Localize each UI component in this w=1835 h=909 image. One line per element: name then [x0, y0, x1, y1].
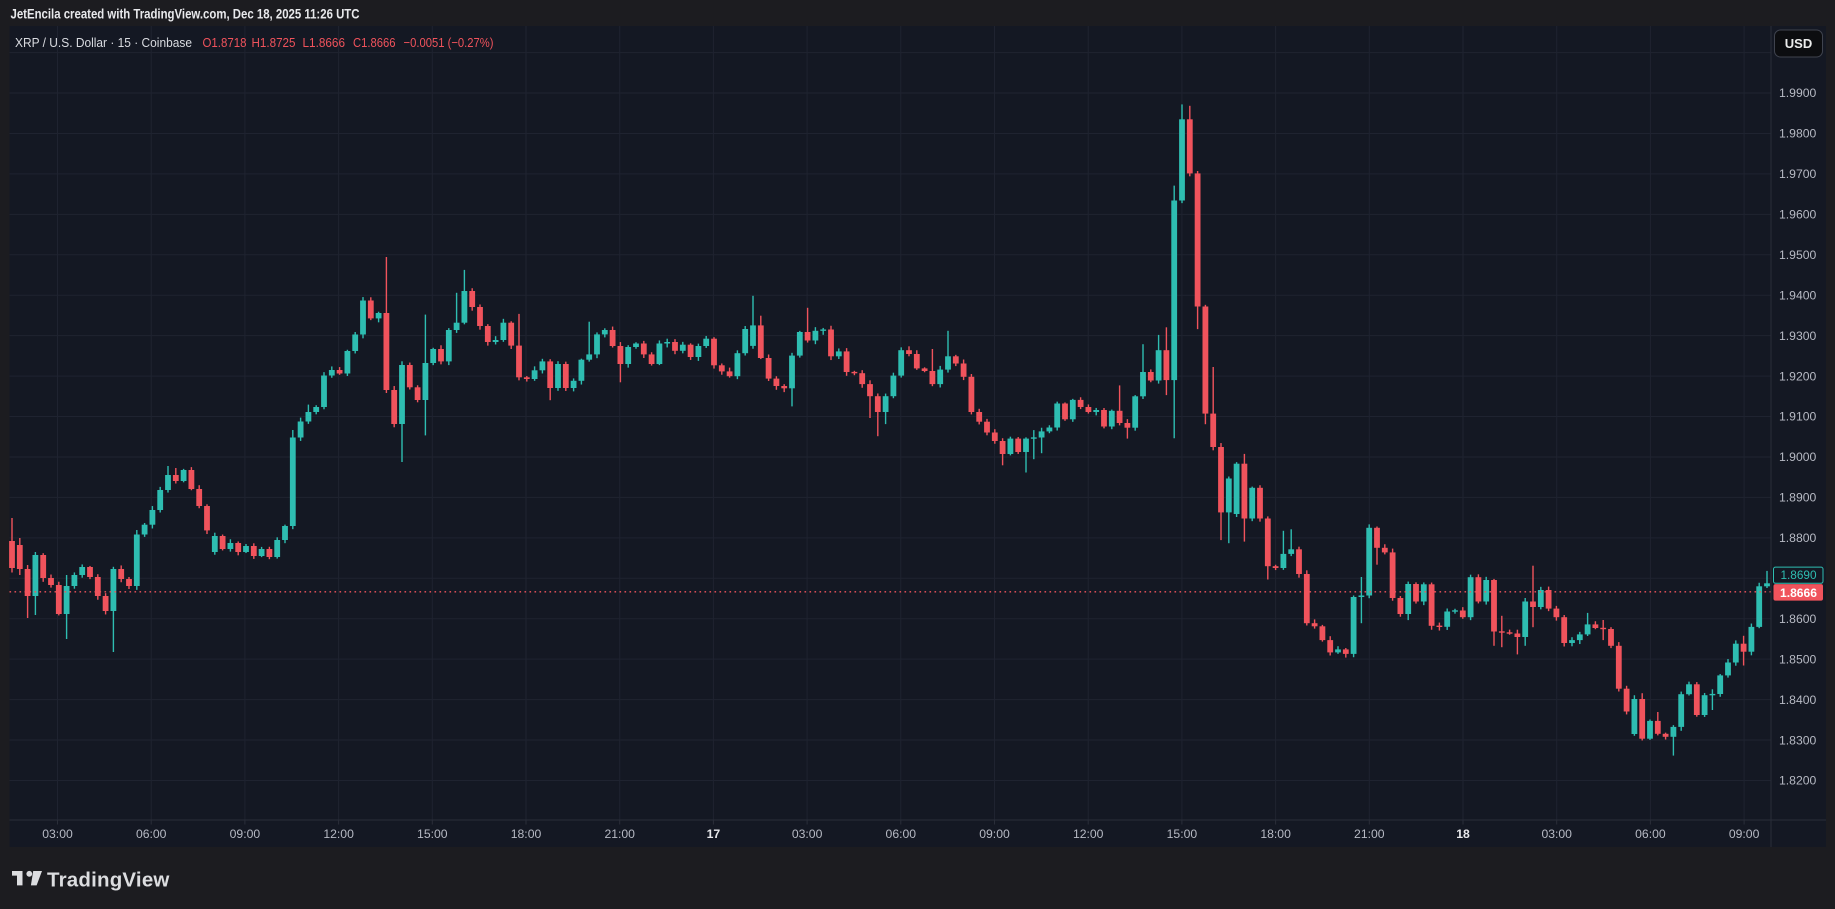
- svg-text:1.9100: 1.9100: [1779, 410, 1816, 424]
- svg-text:1.9400: 1.9400: [1779, 288, 1816, 302]
- svg-text:09:00: 09:00: [979, 827, 1010, 841]
- svg-text:1.9200: 1.9200: [1779, 369, 1816, 383]
- svg-text:06:00: 06:00: [136, 827, 167, 841]
- svg-text:1.8300: 1.8300: [1779, 733, 1816, 747]
- svg-text:1.8666: 1.8666: [1780, 586, 1817, 600]
- svg-text:1.9000: 1.9000: [1779, 450, 1816, 464]
- svg-text:1.9800: 1.9800: [1779, 127, 1816, 141]
- svg-text:12:00: 12:00: [1073, 827, 1104, 841]
- svg-text:09:00: 09:00: [230, 827, 261, 841]
- svg-text:21:00: 21:00: [1354, 827, 1385, 841]
- svg-text:1.9300: 1.9300: [1779, 329, 1816, 343]
- svg-text:18:00: 18:00: [511, 827, 542, 841]
- svg-text:15:00: 15:00: [1167, 827, 1198, 841]
- svg-text:15:00: 15:00: [417, 827, 448, 841]
- svg-text:1.9500: 1.9500: [1779, 248, 1816, 262]
- svg-text:09:00: 09:00: [1729, 827, 1760, 841]
- svg-text:XRP / U.S. Dollar · 15 · Coinb: XRP / U.S. Dollar · 15 · Coinbase O1.8718…: [15, 35, 494, 50]
- svg-text:1.8500: 1.8500: [1779, 652, 1816, 666]
- svg-text:18: 18: [1456, 827, 1470, 841]
- svg-text:03:00: 03:00: [1541, 827, 1572, 841]
- svg-text:JetEncila created with Trading: JetEncila created with TradingView.com, …: [11, 7, 360, 22]
- svg-text:TradingView: TradingView: [47, 868, 170, 891]
- svg-text:1.9600: 1.9600: [1779, 208, 1816, 222]
- svg-text:1.8900: 1.8900: [1779, 491, 1816, 505]
- svg-text:USD: USD: [1785, 36, 1812, 51]
- svg-text:03:00: 03:00: [792, 827, 823, 841]
- svg-text:17: 17: [707, 827, 721, 841]
- svg-text:1.9700: 1.9700: [1779, 167, 1816, 181]
- svg-text:21:00: 21:00: [604, 827, 635, 841]
- svg-text:06:00: 06:00: [886, 827, 917, 841]
- svg-text:1.8600: 1.8600: [1779, 612, 1816, 626]
- svg-text:1.8400: 1.8400: [1779, 693, 1816, 707]
- svg-text:03:00: 03:00: [42, 827, 73, 841]
- svg-text:12:00: 12:00: [323, 827, 354, 841]
- svg-text:06:00: 06:00: [1635, 827, 1666, 841]
- svg-text:1.8800: 1.8800: [1779, 531, 1816, 545]
- svg-text:1.9900: 1.9900: [1779, 86, 1816, 100]
- svg-text:18:00: 18:00: [1260, 827, 1291, 841]
- svg-text:1.8690: 1.8690: [1780, 568, 1817, 582]
- svg-text:1.8200: 1.8200: [1779, 774, 1816, 788]
